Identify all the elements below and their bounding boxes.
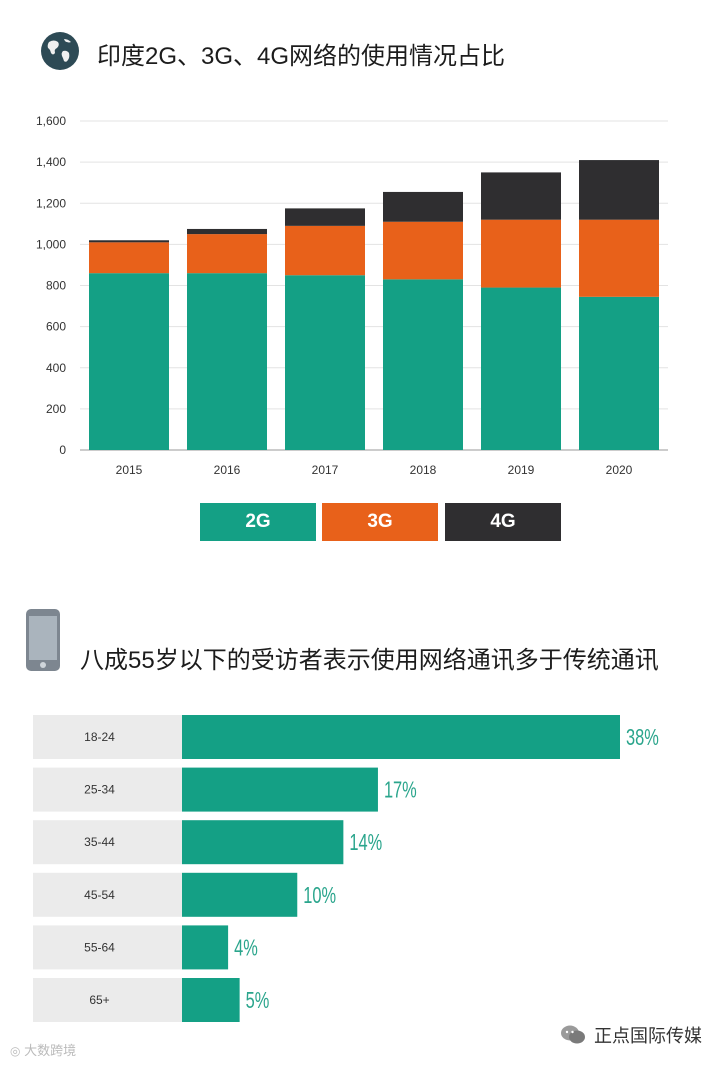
bar-segment-2g-2019 <box>481 288 561 450</box>
category-label: 45-54 <box>84 888 115 902</box>
legend-2g: 2G <box>200 503 316 541</box>
bar-segment-4g-2018 <box>383 192 463 222</box>
value-label: 5% <box>246 988 270 1013</box>
legend-4g: 4G <box>445 503 561 541</box>
value-label: 10% <box>303 883 336 908</box>
footer-account: 正点国际传媒 <box>560 1022 702 1048</box>
bar-18-24 <box>182 715 620 759</box>
category-label: 18-24 <box>84 730 115 744</box>
bar-segment-3g-2016 <box>187 234 267 273</box>
category-label: 25-34 <box>84 783 115 797</box>
bar-segment-4g-2020 <box>579 160 659 220</box>
x-tick-label: 2016 <box>214 463 241 477</box>
y-tick-label: 800 <box>46 279 66 293</box>
x-tick-label: 2019 <box>508 463 535 477</box>
horizontal-bar-chart: 18-24 38% 25-34 17% 35-44 14% 45-54 10% 55-64 4% 6… <box>0 700 720 1030</box>
bar-segment-2g-2020 <box>579 297 659 450</box>
bar-segment-3g-2017 <box>285 226 365 275</box>
legend-3g: 3G <box>322 503 438 541</box>
value-label: 17% <box>384 778 417 803</box>
y-tick-label: 400 <box>46 361 66 375</box>
bar-segment-2g-2016 <box>187 273 267 450</box>
y-tick-label: 200 <box>46 402 66 416</box>
legend-3g-label: 3G <box>367 511 392 533</box>
bar-55-64 <box>182 925 228 969</box>
y-tick-label: 0 <box>59 443 66 457</box>
y-tick-label: 1,200 <box>36 196 66 210</box>
bar-35-44 <box>182 820 343 864</box>
y-tick-label: 1,000 <box>36 237 66 251</box>
category-label: 35-44 <box>84 835 115 849</box>
bar-segment-3g-2015 <box>89 242 169 273</box>
smartphone-icon <box>25 608 61 672</box>
bar-25-34 <box>182 768 378 812</box>
footer-watermark: ◎ 大数跨境 <box>10 1040 76 1059</box>
y-tick-label: 1,400 <box>36 155 66 169</box>
bar-segment-3g-2020 <box>579 220 659 297</box>
bar-65+ <box>182 978 240 1022</box>
bar-segment-4g-2019 <box>481 172 561 219</box>
bar-segment-2g-2018 <box>383 279 463 450</box>
y-tick-label: 1,600 <box>36 114 66 128</box>
x-tick-label: 2018 <box>410 463 437 477</box>
bar-segment-4g-2015 <box>89 240 169 242</box>
bar-segment-3g-2019 <box>481 220 561 288</box>
footer-account-name: 正点国际传媒 <box>594 1022 702 1048</box>
legend-2g-label: 2G <box>245 511 270 533</box>
value-label: 4% <box>234 936 258 961</box>
legend-4g-label: 4G <box>490 511 515 533</box>
value-label: 38% <box>626 725 659 750</box>
stacked-bar-chart: 0 200 400 600 800 1,000 1,200 1,400 1,600 2015 20… <box>0 0 720 500</box>
bar-segment-4g-2017 <box>285 208 365 225</box>
chart-title-age-usage: 八成55岁以下的受访者表示使用网络通讯多于传统通讯 <box>80 640 659 675</box>
footer-watermark-text: 大数跨境 <box>24 1043 76 1058</box>
category-label: 65+ <box>89 993 109 1007</box>
bar-segment-3g-2018 <box>383 222 463 280</box>
bar-segment-4g-2016 <box>187 229 267 234</box>
y-tick-label: 600 <box>46 320 66 334</box>
bar-45-54 <box>182 873 297 917</box>
category-label: 55-64 <box>84 940 115 954</box>
wechat-icon <box>560 1024 586 1046</box>
x-tick-label: 2020 <box>606 463 633 477</box>
bar-segment-2g-2015 <box>89 273 169 450</box>
value-label: 14% <box>349 831 382 856</box>
weibo-icon: ◎ <box>10 1044 20 1058</box>
x-tick-label: 2015 <box>116 463 143 477</box>
bar-segment-2g-2017 <box>285 275 365 450</box>
x-tick-label: 2017 <box>312 463 339 477</box>
